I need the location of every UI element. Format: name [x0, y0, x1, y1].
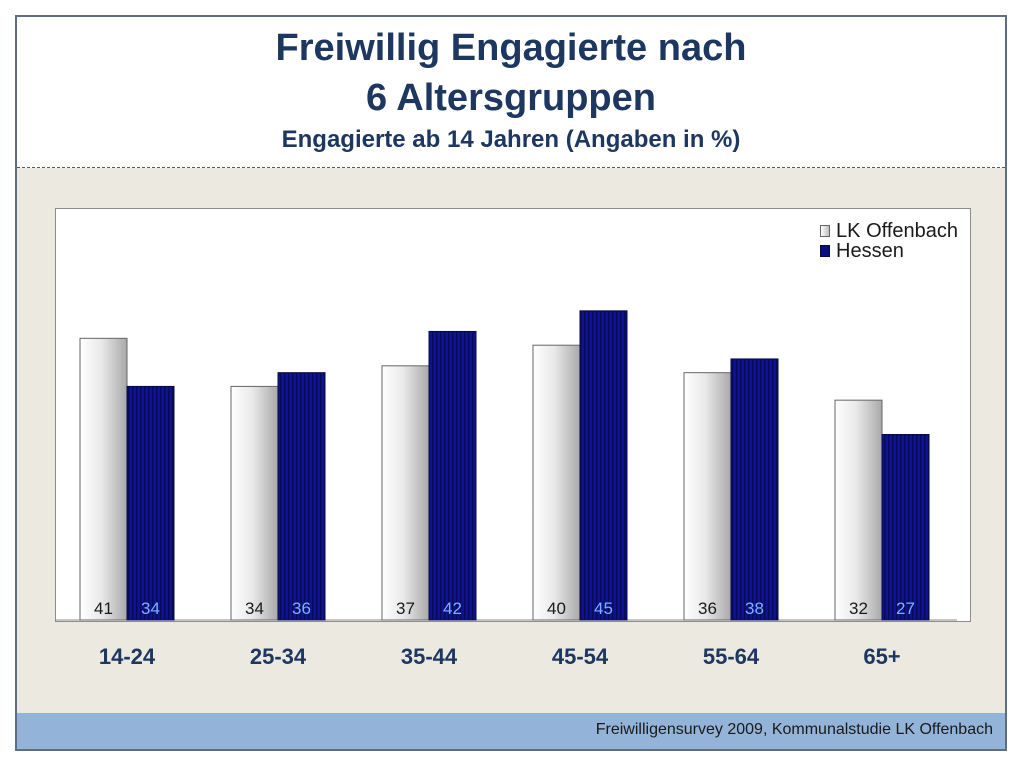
bar-hessen-25-34	[277, 372, 326, 621]
category-label-25-34: 25-34	[250, 644, 307, 669]
bar-lk-offenbach-65+	[834, 399, 883, 621]
bar-lk-offenbach-14-24	[79, 337, 128, 621]
data-label-hessen-55-64: 38	[745, 599, 764, 618]
category-label-55-64: 55-64	[703, 644, 760, 669]
legend-item-hessen: Hessen	[820, 241, 958, 261]
data-label-lk-offenbach-45-54: 40	[547, 599, 566, 618]
bar-lk-offenbach-45-54	[532, 344, 581, 621]
legend-label-lk-offenbach: LK Offenbach	[836, 220, 958, 242]
data-label-lk-offenbach-25-34: 34	[245, 599, 264, 618]
legend-item-lk-offenbach: LK Offenbach	[820, 221, 958, 241]
data-label-hessen-25-34: 36	[292, 599, 311, 618]
plot-area: LK Offenbach Hessen	[55, 208, 971, 622]
legend-swatch-hessen	[820, 245, 831, 257]
legend-label-hessen: Hessen	[836, 240, 904, 262]
slide-title-line-1: Freiwillig Engagierte nach	[275, 27, 747, 69]
category-label-14-24: 14-24	[99, 644, 156, 669]
bar-hessen-14-24	[126, 385, 175, 621]
data-label-hessen-45-54: 45	[594, 599, 613, 618]
category-label-65+: 65+	[863, 644, 900, 669]
bar-lk-offenbach-55-64	[683, 372, 732, 621]
data-label-hessen-65+: 27	[896, 599, 915, 618]
bar-hessen-35-44	[428, 330, 477, 621]
slide-subtitle: Engagierte ab 14 Jahren (Angaben in %)	[281, 126, 741, 153]
data-label-hessen-14-24: 34	[141, 599, 160, 618]
bar-hessen-45-54	[579, 310, 628, 621]
data-label-lk-offenbach-55-64: 36	[698, 599, 717, 618]
data-label-lk-offenbach-65+: 32	[849, 599, 868, 618]
chart-legend: LK Offenbach Hessen	[820, 221, 958, 261]
bar-lk-offenbach-25-34	[230, 385, 279, 621]
bar-hessen-65+	[881, 434, 930, 621]
bar-hessen-55-64	[730, 358, 779, 621]
data-label-lk-offenbach-14-24: 41	[94, 599, 113, 618]
footer-source: Freiwilligensurvey 2009, Kommunalstudie …	[595, 721, 993, 738]
data-label-lk-offenbach-35-44: 37	[396, 599, 415, 618]
slide-frame: Freiwillig Engagierte nach 6 Altersgrupp…	[15, 15, 1007, 751]
data-label-hessen-35-44: 42	[443, 599, 462, 618]
footer-bar: Freiwilligensurvey 2009, Kommunalstudie …	[17, 713, 1005, 749]
category-label-35-44: 35-44	[401, 644, 458, 669]
bar-chart: 41 34 14-24 34 36 25-34 37 42 35-44 40 45 45-54 36 38…	[55, 310, 957, 669]
slide-header: Freiwillig Engagierte nach 6 Altersgrupp…	[17, 17, 1005, 168]
category-label-45-54: 45-54	[552, 644, 609, 669]
legend-swatch-lk-offenbach	[820, 225, 831, 237]
slide-title-line-2: 6 Altersgruppen	[366, 77, 656, 119]
bar-lk-offenbach-35-44	[381, 365, 430, 621]
